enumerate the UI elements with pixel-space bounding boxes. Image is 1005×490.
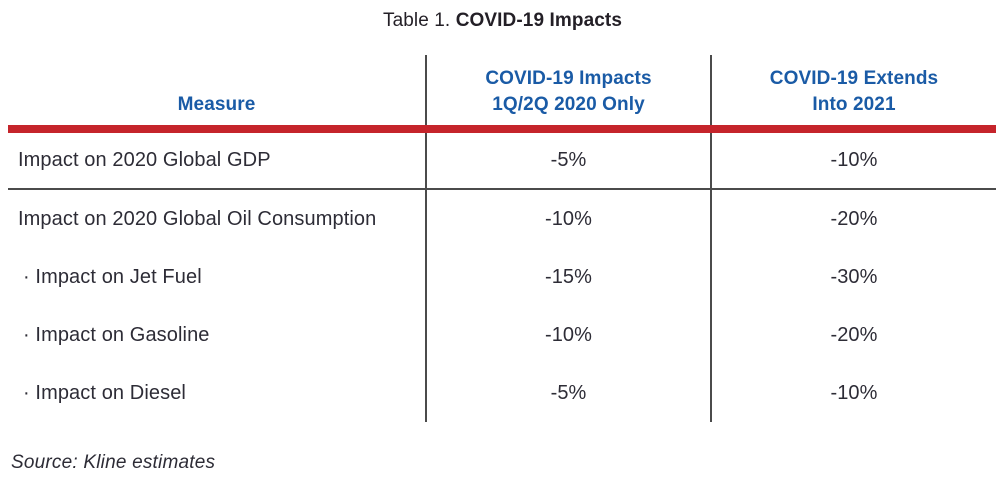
header-extends-2021: COVID-19 Extends Into 2021: [710, 55, 996, 125]
table-row-diesel: · Impact on Diesel -5% -10%: [8, 364, 996, 422]
value-1q2q-only: -10%: [425, 190, 710, 248]
header-measure: Measure: [8, 55, 425, 125]
covid-impacts-table: Measure COVID-19 Impacts 1Q/2Q 2020 Only…: [8, 55, 996, 422]
value-extends-2021: -20%: [710, 190, 996, 248]
red-rule-divider: [8, 125, 996, 133]
measure-label: · Impact on Gasoline: [23, 323, 210, 346]
measure-label: · Impact on Diesel: [23, 381, 186, 404]
header-extends-line2: Into 2021: [812, 94, 896, 115]
header-1q2q-line1: COVID-19 Impacts: [485, 68, 652, 89]
table-header-row: Measure COVID-19 Impacts 1Q/2Q 2020 Only…: [8, 55, 996, 125]
value-extends-2021: -30%: [710, 248, 996, 306]
value-1q2q-only: -15%: [425, 248, 710, 306]
source-note: Source: Kline estimates: [11, 452, 216, 473]
table-title-prefix: Table 1.: [382, 10, 456, 31]
table-title-bold: COVID-19 Impacts: [455, 10, 623, 31]
value-extends-2021: -10%: [710, 133, 996, 188]
table-row-oil-consumption: Impact on 2020 Global Oil Consumption -1…: [8, 190, 996, 248]
table-title: Table 1. COVID-19 Impacts: [0, 10, 1005, 32]
header-1q2q-line2: 1Q/2Q 2020 Only: [492, 94, 645, 115]
table-row-jet-fuel: · Impact on Jet Fuel -15% -30%: [8, 248, 996, 306]
header-1q2q-2020-only: COVID-19 Impacts 1Q/2Q 2020 Only: [425, 55, 710, 125]
header-measure-label: Measure: [177, 94, 256, 115]
value-extends-2021: -10%: [710, 364, 996, 422]
value-1q2q-only: -10%: [425, 306, 710, 364]
table-row-gdp: Impact on 2020 Global GDP -5% -10%: [8, 133, 996, 190]
measure-label: Impact on 2020 Global GDP: [18, 149, 271, 171]
value-1q2q-only: -5%: [425, 364, 710, 422]
table-row-gasoline: · Impact on Gasoline -10% -20%: [8, 306, 996, 364]
value-extends-2021: -20%: [710, 306, 996, 364]
value-1q2q-only: -5%: [425, 133, 710, 188]
header-extends-line1: COVID-19 Extends: [769, 68, 939, 89]
measure-label: Impact on 2020 Global Oil Consumption: [18, 207, 377, 230]
measure-label: · Impact on Jet Fuel: [23, 265, 202, 288]
